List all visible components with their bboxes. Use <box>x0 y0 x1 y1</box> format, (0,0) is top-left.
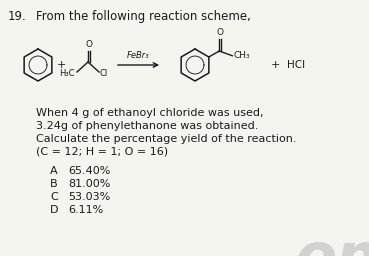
Text: A: A <box>50 166 58 176</box>
Text: H₃C: H₃C <box>59 69 75 78</box>
Text: B: B <box>50 179 58 189</box>
Text: +: + <box>56 60 66 70</box>
Text: D: D <box>50 205 59 215</box>
Text: 19.: 19. <box>8 10 27 23</box>
Text: FeBr₃: FeBr₃ <box>127 51 150 60</box>
Text: When 4 g of ethanoyl chloride was used,: When 4 g of ethanoyl chloride was used, <box>36 108 263 118</box>
Text: C: C <box>50 192 58 202</box>
Text: om: om <box>295 230 369 256</box>
Text: From the following reaction scheme,: From the following reaction scheme, <box>36 10 251 23</box>
Text: Calculate the percentage yield of the reaction.: Calculate the percentage yield of the re… <box>36 134 297 144</box>
Text: O: O <box>217 28 224 37</box>
Text: (C = 12; H = 1; O = 16): (C = 12; H = 1; O = 16) <box>36 147 168 157</box>
Text: HCl: HCl <box>287 60 305 70</box>
Text: Cl: Cl <box>100 69 108 78</box>
Text: 6.11%: 6.11% <box>68 205 103 215</box>
Text: CH₃: CH₃ <box>234 51 250 60</box>
Text: 81.00%: 81.00% <box>68 179 110 189</box>
Text: 3.24g of phenylethanone was obtained.: 3.24g of phenylethanone was obtained. <box>36 121 258 131</box>
Text: +: + <box>270 60 280 70</box>
Text: 53.03%: 53.03% <box>68 192 110 202</box>
Text: 65.40%: 65.40% <box>68 166 110 176</box>
Text: O: O <box>86 40 93 49</box>
